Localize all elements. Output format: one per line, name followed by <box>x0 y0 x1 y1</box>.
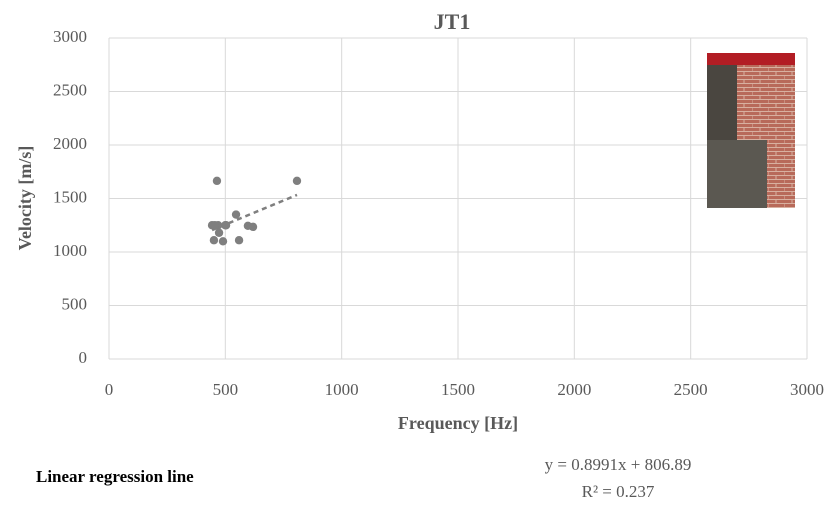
y-tick-label: 1000 <box>53 241 87 260</box>
y-tick-label: 500 <box>62 294 88 313</box>
y-tick-label: 0 <box>79 348 88 367</box>
y-tick-label: 2000 <box>53 134 87 153</box>
x-axis-label: Frequency [Hz] <box>398 413 518 433</box>
x-tick-label: 3000 <box>790 380 824 399</box>
photo <box>707 53 795 208</box>
point <box>209 236 219 245</box>
x-tick-label: 1500 <box>441 380 475 399</box>
point <box>221 221 230 230</box>
x-tick-label: 2000 <box>557 380 591 399</box>
y-tick-label: 2500 <box>53 80 87 99</box>
y-tick-label: 3000 <box>53 27 87 46</box>
y-axis-label: Velocity [m/s] <box>15 146 35 251</box>
point <box>292 176 302 186</box>
point <box>214 228 224 237</box>
point <box>234 236 244 245</box>
trendline <box>211 193 298 232</box>
point <box>248 222 258 232</box>
y-tick-label: 1500 <box>53 187 87 206</box>
chart-title: JT1 <box>434 9 471 34</box>
point <box>212 176 222 186</box>
annotation: Linear regression line <box>36 467 194 486</box>
point <box>210 221 220 230</box>
x-tick-label: 1000 <box>325 380 359 399</box>
x-tick-label: 0 <box>105 380 114 399</box>
point <box>231 210 241 219</box>
x-tick-label: 2500 <box>674 380 708 399</box>
trendline-r2: R² = 0.237 <box>582 482 655 501</box>
trendline-equation: y = 0.8991x + 806.89 <box>545 455 692 474</box>
point <box>218 237 228 246</box>
x-tick-label: 500 <box>213 380 239 399</box>
